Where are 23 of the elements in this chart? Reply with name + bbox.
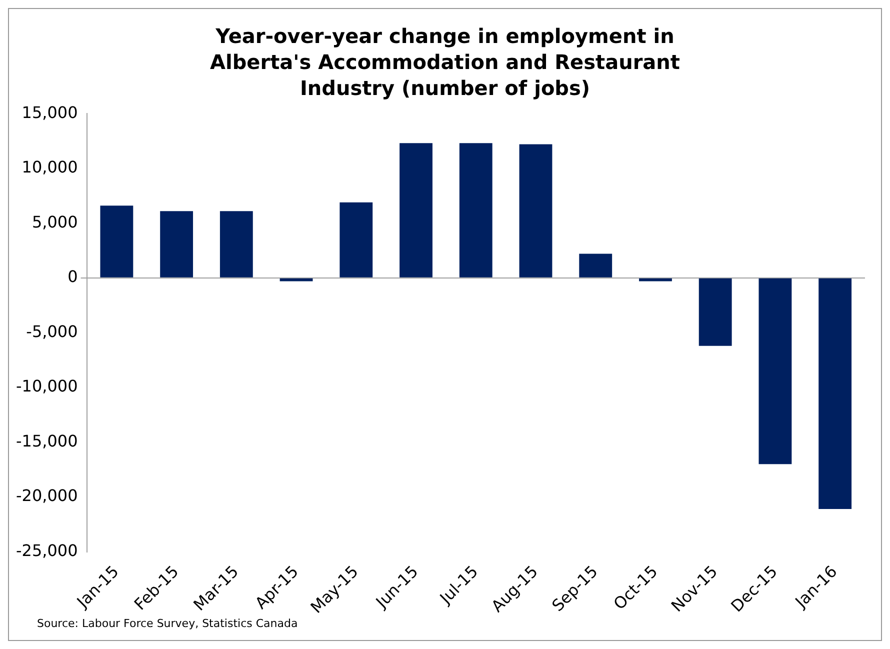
bar xyxy=(639,278,672,282)
y-tick-label: -10,000 xyxy=(16,376,78,396)
y-tick-label: 5,000 xyxy=(32,212,78,232)
y-tick-label: -5,000 xyxy=(26,322,78,341)
y-tick-label: 0 xyxy=(68,267,78,286)
bar xyxy=(340,202,373,278)
bar xyxy=(519,144,552,278)
bar xyxy=(459,143,492,278)
bar xyxy=(818,278,852,510)
bar xyxy=(100,206,134,278)
bar xyxy=(160,211,194,278)
source-note: Source: Labour Force Survey, Statistics Canada xyxy=(37,617,298,630)
y-tick-label: -20,000 xyxy=(16,486,78,506)
y-tick-label: 10,000 xyxy=(22,158,78,177)
bar xyxy=(400,143,432,278)
y-tick-label: 15,000 xyxy=(22,102,78,122)
bar xyxy=(758,278,792,464)
bar xyxy=(220,211,253,278)
y-tick-label: -25,000 xyxy=(16,540,78,560)
chart-title: Year-over-year change in employment in Alberta's Accommodation and Restaurant Industry (number of jobs) xyxy=(209,23,681,101)
bar xyxy=(698,278,732,346)
bar xyxy=(579,254,612,278)
y-tick-label: -15,000 xyxy=(16,431,78,450)
